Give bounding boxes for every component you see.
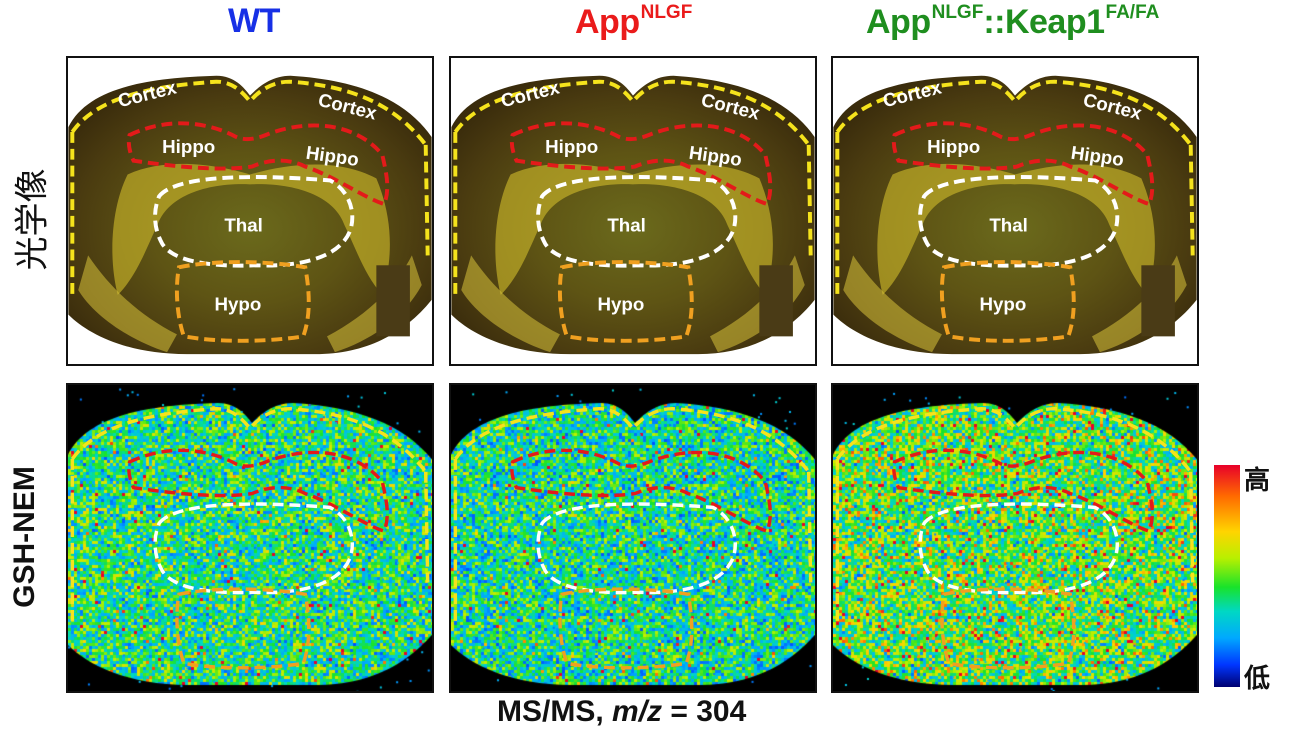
column-title-keap1-sup2: FA/FA: [1105, 2, 1160, 23]
optical-panel-app-nlgf-keap1: Cortex Cortex Hippo Hippo Thal Hypo: [831, 56, 1199, 366]
hippo-label-left: Hippo: [927, 136, 980, 157]
cortex-outline: [70, 406, 428, 473]
column-title-keap1-text2: ::Keap1: [983, 3, 1105, 41]
heatmap-canvas-app-nlgf-keap1: [833, 385, 1197, 691]
column-title-wt: WT: [228, 2, 280, 41]
thal-label: Thal: [224, 215, 263, 236]
ms-caption-prefix: MS/MS,: [497, 695, 613, 728]
tissue-marker: [1141, 265, 1175, 337]
hypo-label: Hypo: [979, 294, 1026, 315]
hippocampus-outline: [127, 448, 389, 534]
hippocampus-outline: [509, 121, 773, 207]
hypothalamus-outline: [940, 587, 1076, 670]
white-matter: [495, 163, 773, 295]
hippo-label-left: Hippo: [162, 136, 215, 157]
tissue-marker: [759, 265, 793, 337]
heatmap-outline-app-nlgf: [453, 406, 813, 670]
tissue-marker: [376, 265, 410, 337]
hypothalamus-outline: [175, 587, 311, 670]
cortex-outline-right: [1188, 144, 1195, 256]
column-title-app-nlgf-text: App: [575, 3, 640, 41]
thal-label: Thal: [607, 215, 646, 236]
thalamus-outline: [153, 502, 354, 595]
hippocampus-outline: [891, 121, 1155, 207]
hippocampus-outline: [126, 121, 390, 207]
thal-label: Thal: [989, 215, 1028, 236]
heatmap-outline-app-nlgf-keap1: [835, 406, 1195, 670]
optical-panel-app-nlgf: Cortex Cortex Hippo Hippo Thal Hypo: [449, 56, 817, 366]
brain-tissue: [451, 75, 815, 355]
heatmap-panel-app-nlgf-keap1: [831, 383, 1199, 693]
column-title-keap1-text: App: [866, 3, 931, 41]
white-matter: [112, 163, 390, 295]
cortex-outline: [453, 406, 811, 473]
colorbar-low-label: 低: [1244, 664, 1271, 694]
cortex-outline: [835, 406, 1193, 473]
hypothalamus-outline: [557, 260, 694, 343]
heatmap-panel-wt: [66, 383, 434, 693]
optical-panel-wt: Cortex Cortex Hippo Hippo Thal Hypo: [66, 56, 434, 366]
hippocampus-outline: [892, 448, 1154, 534]
hippocampus-outline: [510, 448, 772, 534]
column-title-app-nlgf-keap1: AppNLGF::Keap1FA/FA: [866, 2, 1159, 42]
cortex-outline-right: [806, 144, 813, 256]
ms-caption: MS/MS, m/z = 304: [497, 695, 746, 729]
thalamus-outline: [536, 502, 737, 595]
column-title-keap1-sup: NLGF: [931, 2, 984, 23]
column-title-app-nlgf: AppNLGF: [575, 2, 692, 42]
heatmap-outline-wt: [70, 406, 430, 670]
heatmap-panel-app-nlgf: [449, 383, 817, 693]
cortex-outline-right: [1188, 471, 1195, 583]
ms-caption-suffix: = 304: [662, 695, 747, 728]
brain-tissue: [68, 75, 432, 355]
ms-caption-mz: m/z: [612, 695, 663, 728]
column-title-app-nlgf-sup: NLGF: [640, 2, 693, 23]
white-matter: [877, 163, 1155, 295]
hypo-label: Hypo: [214, 294, 261, 315]
hypothalamus-outline: [174, 260, 311, 343]
thalamus-outline: [153, 175, 355, 268]
hippo-label-left: Hippo: [545, 136, 598, 157]
heatmap-canvas-app-nlgf: [451, 385, 815, 691]
cortex-outline-right: [423, 471, 430, 583]
hypothalamus-outline: [558, 587, 694, 670]
thalamus-outline: [536, 175, 738, 268]
heatmap-canvas-wt: [68, 385, 432, 691]
brain-tissue: [833, 75, 1197, 355]
thalamus-outline: [918, 175, 1120, 268]
thalamus-outline: [918, 502, 1119, 595]
hypo-label: Hypo: [597, 294, 644, 315]
intensity-colorbar: [1214, 465, 1240, 687]
row-label-gsh-nem: GSH-NEM: [8, 466, 41, 608]
cortex-outline-right: [423, 144, 430, 256]
colorbar-high-label: 高: [1244, 466, 1271, 496]
column-title-wt-text: WT: [228, 2, 280, 40]
cortex-outline-right: [806, 471, 813, 583]
hypothalamus-outline: [939, 260, 1076, 343]
row-label-optical: 光学像: [12, 168, 53, 271]
